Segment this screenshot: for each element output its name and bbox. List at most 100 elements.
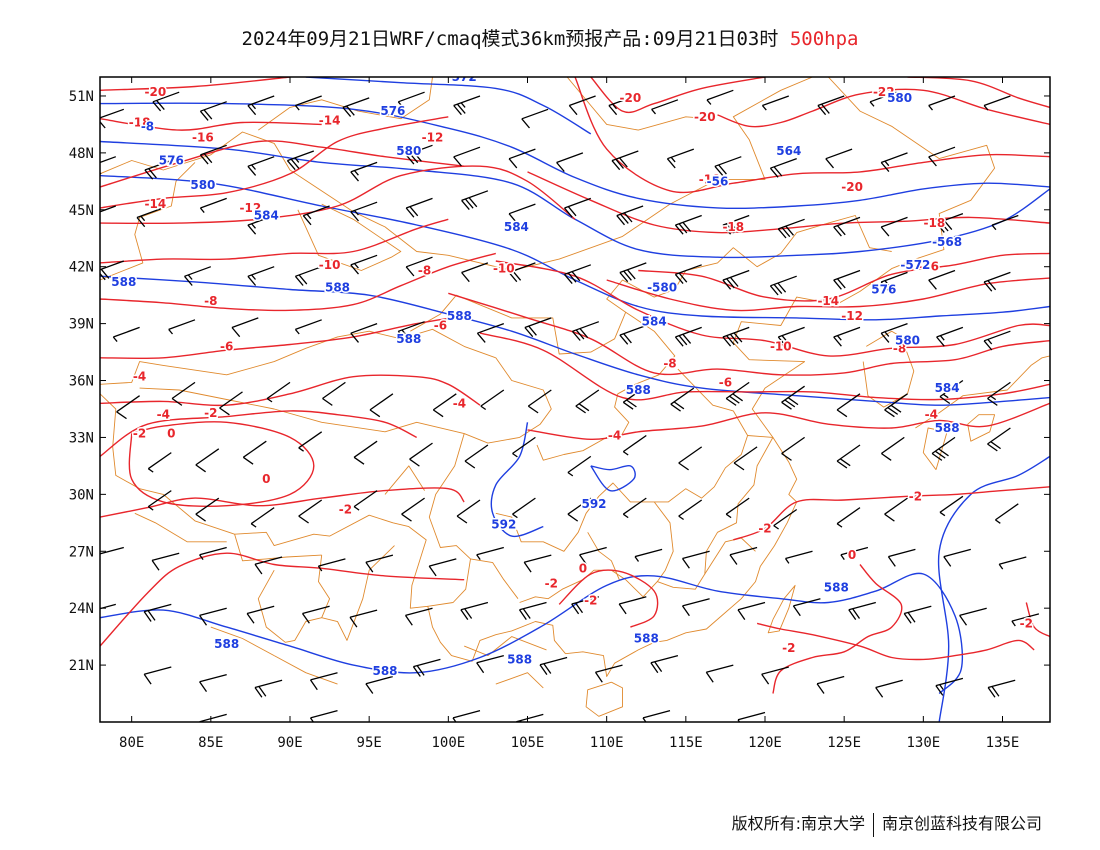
wind-barb bbox=[737, 601, 766, 620]
wind-barb bbox=[567, 455, 592, 477]
wind-barb bbox=[116, 395, 140, 420]
temperature-contour bbox=[100, 77, 291, 91]
admin-boundary bbox=[585, 681, 623, 717]
lat-tick-label: 21N bbox=[69, 658, 94, 674]
height-label: -568 bbox=[932, 235, 962, 249]
wind-barb bbox=[405, 256, 433, 277]
wind-barb bbox=[512, 497, 536, 519]
admin-boundary bbox=[384, 465, 425, 495]
copyright-text: 版权所有:南京大学 bbox=[731, 814, 865, 833]
temperature-label: -4 bbox=[608, 429, 621, 443]
temperature-label: -6 bbox=[434, 319, 447, 333]
wind-barb bbox=[353, 490, 378, 511]
wind-barb bbox=[761, 95, 790, 111]
wind-barb bbox=[825, 148, 853, 169]
wind-barb bbox=[705, 664, 734, 683]
wind-barb bbox=[144, 159, 172, 180]
wind-barb bbox=[254, 679, 283, 698]
admin-boundary bbox=[915, 355, 1050, 429]
admin-boundary bbox=[495, 672, 544, 689]
admin-boundary bbox=[653, 501, 674, 582]
temperature-contour bbox=[448, 292, 1050, 376]
wind-barb bbox=[571, 596, 599, 615]
admin-boundary bbox=[273, 655, 338, 685]
wind-barb bbox=[836, 444, 861, 469]
wind-barb bbox=[935, 677, 964, 696]
company-name: 南京创蓝科技有限公司 bbox=[881, 814, 1042, 833]
temperature-label: -18 bbox=[699, 172, 721, 186]
wind-barb bbox=[250, 507, 275, 528]
height-contour-576 bbox=[100, 102, 1050, 210]
height-label: 576 bbox=[380, 104, 405, 118]
wind-barb bbox=[508, 262, 536, 283]
lon-tick-label: 105E bbox=[511, 735, 545, 751]
wind-barb bbox=[151, 552, 180, 571]
wind-barb bbox=[456, 499, 481, 524]
lon-tick-label: 135E bbox=[986, 735, 1020, 751]
temperature-label: -18 bbox=[924, 216, 946, 230]
height-contour-588 bbox=[100, 275, 1050, 406]
contour-label-layer: -20-18-16-14 -12-14-12-20-20-22-18-20-18-… bbox=[110, 77, 1035, 679]
temperature-label: -10 bbox=[770, 339, 792, 353]
wind-barb bbox=[666, 148, 695, 169]
temperature-contour bbox=[100, 410, 418, 457]
wind-barb bbox=[880, 271, 908, 292]
wind-barb bbox=[880, 216, 908, 237]
height-label: 588 bbox=[111, 275, 136, 289]
wind-barb bbox=[1011, 613, 1040, 627]
wind-barb bbox=[247, 95, 275, 116]
wind-barb bbox=[199, 673, 227, 692]
temperature-label: -4 bbox=[453, 396, 466, 410]
wind-barb bbox=[928, 95, 956, 111]
lat-tick-label: 48N bbox=[69, 146, 94, 162]
height-label: 580 bbox=[396, 144, 421, 158]
wind-barb bbox=[880, 322, 908, 343]
height-label: 584 bbox=[254, 209, 279, 223]
wind-barb bbox=[171, 381, 196, 406]
wind-barb bbox=[453, 95, 481, 116]
wind-barb bbox=[302, 205, 330, 226]
wind-barb bbox=[247, 214, 275, 235]
temperature-contour bbox=[100, 116, 449, 209]
boundary-layer bbox=[100, 77, 1050, 717]
wind-barb bbox=[634, 548, 663, 562]
wind-barb bbox=[521, 108, 549, 129]
height-label: 588 bbox=[507, 652, 532, 666]
wind-barb bbox=[147, 490, 172, 511]
wind-barb bbox=[515, 713, 544, 722]
temperature-contour bbox=[527, 171, 1050, 234]
wind-barb bbox=[564, 197, 592, 218]
height-contour-580 bbox=[100, 140, 1050, 259]
wind-barb bbox=[769, 157, 797, 178]
wind-barb bbox=[773, 508, 798, 530]
lon-tick-label: 130E bbox=[906, 735, 940, 751]
wind-barb bbox=[350, 201, 378, 222]
temperature-label: -22 bbox=[873, 85, 895, 99]
wind-barb bbox=[761, 666, 789, 685]
wind-barb bbox=[706, 89, 734, 105]
height-label: 588 bbox=[626, 383, 651, 397]
wind-barb bbox=[199, 144, 227, 165]
temperature-label: -6 bbox=[220, 339, 233, 353]
temperature-label: -4 bbox=[157, 408, 170, 422]
lon-tick-label: 80E bbox=[119, 735, 144, 751]
map-title: 2024年09月21日WRF/cmaq模式36km预报产品:09月21日03时 … bbox=[0, 24, 1100, 51]
wind-barb bbox=[884, 393, 908, 418]
admin-boundary bbox=[100, 328, 496, 385]
temperature-contour-layer bbox=[100, 77, 1050, 694]
wind-barb bbox=[681, 598, 710, 617]
height-label: 580 bbox=[895, 334, 920, 348]
lat-tick-label: 30N bbox=[69, 487, 94, 503]
temperature-contour bbox=[772, 564, 903, 694]
wind-barb bbox=[836, 393, 861, 418]
temperature-label: -8 bbox=[418, 264, 431, 278]
admin-boundary bbox=[100, 162, 196, 281]
temperature-label: -14 bbox=[817, 294, 839, 308]
temperature-label: -10 bbox=[319, 258, 341, 272]
wind-barb bbox=[219, 391, 243, 416]
height-label: 588 bbox=[447, 309, 472, 323]
lat-tick-label: 27N bbox=[69, 544, 94, 560]
wind-barb bbox=[678, 499, 703, 521]
height-label: -580 bbox=[647, 281, 677, 295]
wind-barb bbox=[136, 207, 164, 228]
